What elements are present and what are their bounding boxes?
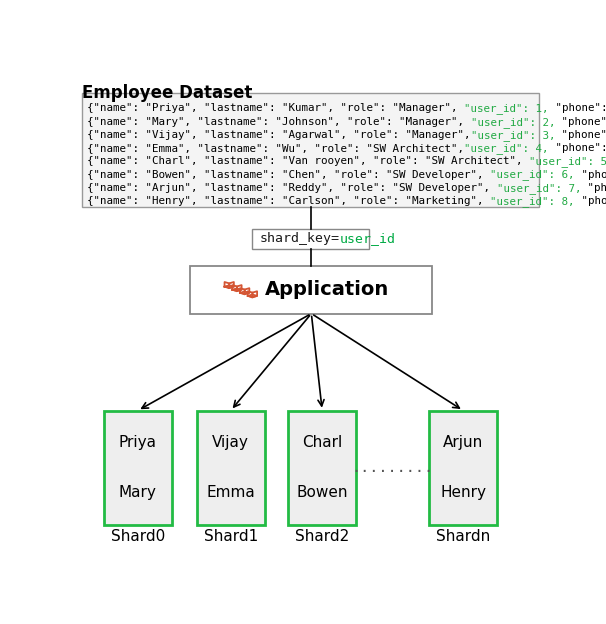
Text: "user_id": 6,: "user_id": 6, — [490, 170, 575, 180]
Text: Emma: Emma — [207, 485, 255, 500]
FancyBboxPatch shape — [251, 229, 370, 249]
FancyBboxPatch shape — [288, 411, 356, 525]
Text: "user_id": 3,: "user_id": 3, — [471, 130, 555, 141]
Text: Priya: Priya — [119, 435, 157, 450]
Text: "user_id": 5,: "user_id": 5, — [530, 157, 606, 167]
Text: Mary: Mary — [119, 485, 157, 500]
Text: Arjun: Arjun — [443, 435, 484, 450]
Text: .........: ......... — [351, 460, 434, 475]
Text: Shard0: Shard0 — [111, 529, 165, 544]
Text: {"name": "Emma", "lastname": "Wu", "role": "SW Architect",: {"name": "Emma", "lastname": "Wu", "role… — [87, 143, 464, 153]
Text: shard_key=: shard_key= — [259, 232, 339, 245]
Text: "user_id": 2,: "user_id": 2, — [471, 117, 555, 127]
FancyBboxPatch shape — [190, 266, 432, 314]
Text: Application: Application — [265, 280, 389, 300]
Text: {"name": "Arjun", "lastname": "Reddy", "role": "SW Developer",: {"name": "Arjun", "lastname": "Reddy", "… — [87, 183, 497, 193]
Text: "phone": "4445555"}: "phone": "4445555"} — [555, 130, 606, 140]
FancyBboxPatch shape — [104, 411, 172, 525]
Text: "user_id": 4,: "user_id": 4, — [464, 143, 549, 154]
Text: "phone": "3334444"}: "phone": "3334444"} — [555, 117, 606, 127]
Text: Employee Dataset: Employee Dataset — [82, 84, 252, 102]
Text: Charl: Charl — [302, 435, 342, 450]
Text: {"name": "Priya", "lastname": "Kumar", "role": "Manager",: {"name": "Priya", "lastname": "Kumar", "… — [87, 104, 464, 114]
Text: {"name": "Vijay", "lastname": "Agarwal", "role": "Manager",: {"name": "Vijay", "lastname": "Agarwal",… — [87, 130, 471, 140]
Text: {"name": "Henry", "lastname": "Carlson", "role": "Marketing",: {"name": "Henry", "lastname": "Carlson",… — [87, 196, 490, 206]
FancyBboxPatch shape — [82, 94, 539, 207]
Text: "user_id": 7,: "user_id": 7, — [497, 183, 581, 193]
Text: "user_id": 1,: "user_id": 1, — [464, 104, 549, 114]
Text: Shardn: Shardn — [436, 529, 490, 544]
Text: {"name": "Charl", "lastname": "Van rooyen", "role": "SW Architect",: {"name": "Charl", "lastname": "Van rooye… — [87, 157, 530, 167]
Text: "phone": "8889999"}: "phone": "8889999"} — [575, 170, 606, 180]
Text: Vijay: Vijay — [212, 435, 249, 450]
Text: "phone": "1112222"}: "phone": "1112222"} — [575, 196, 606, 206]
Text: Bowen: Bowen — [296, 485, 348, 500]
Text: Shard1: Shard1 — [204, 529, 258, 544]
Text: {"name": "Bowen", "lastname": "Chen", "role": "SW Developer",: {"name": "Bowen", "lastname": "Chen", "r… — [87, 170, 490, 180]
Text: {"name": "Mary", "lastname": "Johnson", "role": "Manager",: {"name": "Mary", "lastname": "Johnson", … — [87, 117, 471, 127]
FancyBboxPatch shape — [197, 411, 265, 525]
Text: user_id: user_id — [339, 232, 396, 245]
FancyBboxPatch shape — [429, 411, 498, 525]
Text: "phone": "2223333"}: "phone": "2223333"} — [549, 104, 606, 114]
Text: Shard2: Shard2 — [295, 529, 349, 544]
Text: "user_id": 8,: "user_id": 8, — [490, 196, 575, 207]
Text: "phone": "9991111"}: "phone": "9991111"} — [581, 183, 606, 193]
Text: Henry: Henry — [440, 485, 486, 500]
Text: "phone": "6667777"}: "phone": "6667777"} — [549, 143, 606, 153]
